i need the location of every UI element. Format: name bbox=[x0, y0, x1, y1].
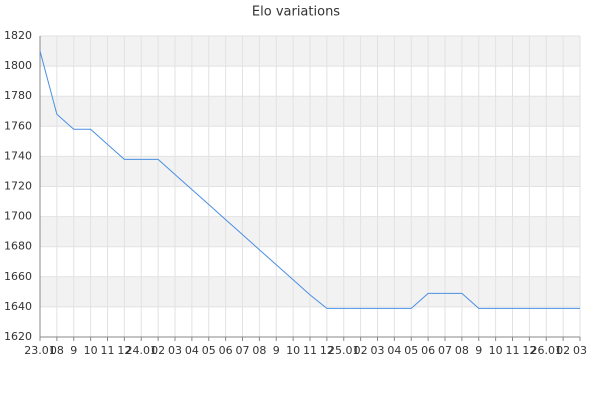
x-tick-label: 24.01 bbox=[126, 344, 158, 357]
y-tick-label: 1720 bbox=[4, 180, 32, 193]
x-tick-label: 08 bbox=[50, 344, 64, 357]
x-tick-label: 03 bbox=[573, 344, 587, 357]
x-tick-label: 07 bbox=[236, 344, 250, 357]
x-tick-label: 02 bbox=[556, 344, 570, 357]
x-tick-label: 08 bbox=[252, 344, 266, 357]
y-tick-label: 1640 bbox=[4, 300, 32, 313]
x-tick-label: 05 bbox=[202, 344, 216, 357]
x-tick-label: 12 bbox=[320, 344, 334, 357]
x-tick-label: 02 bbox=[354, 344, 368, 357]
x-tick-label: 06 bbox=[421, 344, 435, 357]
x-tick-label: 05 bbox=[404, 344, 418, 357]
x-tick-label: 9 bbox=[273, 344, 280, 357]
x-tick-label: 03 bbox=[371, 344, 385, 357]
x-tick-label: 9 bbox=[70, 344, 77, 357]
y-tick-label: 1760 bbox=[4, 119, 32, 132]
x-tick-label: 04 bbox=[387, 344, 401, 357]
x-tick-label: 25.01 bbox=[328, 344, 360, 357]
x-tick-label: 07 bbox=[438, 344, 452, 357]
y-tick-label: 1780 bbox=[4, 89, 32, 102]
chart-title: Elo variations bbox=[252, 5, 340, 20]
x-tick-label: 12 bbox=[117, 344, 131, 357]
y-tick-label: 1700 bbox=[4, 210, 32, 223]
x-tick-label: 10 bbox=[489, 344, 503, 357]
x-tick-label: 26.01 bbox=[531, 344, 563, 357]
x-tick-label: 11 bbox=[101, 344, 115, 357]
y-tick-label: 1680 bbox=[4, 240, 32, 253]
x-tick-label: 11 bbox=[506, 344, 520, 357]
x-tick-label: 9 bbox=[475, 344, 482, 357]
x-tick-label: 23.01 bbox=[24, 344, 56, 357]
x-tick-label: 12 bbox=[522, 344, 536, 357]
y-tick-label: 1740 bbox=[4, 149, 32, 162]
y-tick-label: 1820 bbox=[4, 29, 32, 42]
x-tick-label: 02 bbox=[151, 344, 165, 357]
x-tick-label: 04 bbox=[185, 344, 199, 357]
x-tick-label: 08 bbox=[455, 344, 469, 357]
x-tick-label: 10 bbox=[286, 344, 300, 357]
y-tick-label: 1620 bbox=[4, 330, 32, 343]
x-tick-label: 03 bbox=[168, 344, 182, 357]
y-tick-label: 1800 bbox=[4, 59, 32, 72]
line bbox=[39, 50, 580, 309]
x-tick-label: 10 bbox=[84, 344, 98, 357]
x-tick-label: 11 bbox=[303, 344, 317, 357]
x-tick-label: 06 bbox=[219, 344, 233, 357]
y-tick-label: 1660 bbox=[4, 270, 32, 283]
